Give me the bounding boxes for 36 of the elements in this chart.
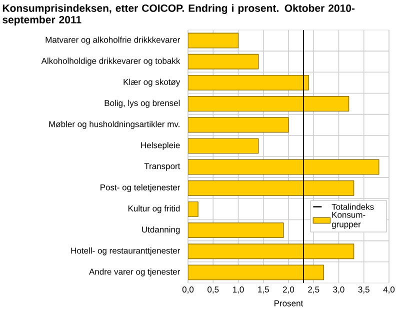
y-tick-label: Transport: [144, 163, 180, 171]
y-tick-label: Bolig, lys og brensel: [104, 100, 180, 108]
ref-line-label: Totalindeks: [332, 204, 374, 210]
bar: [188, 32, 239, 48]
bar: [188, 138, 259, 154]
x-tick-label: 3,0: [333, 286, 344, 294]
y-tick-label: Post- og teletjenester: [100, 184, 180, 192]
y-tick-label: Helsepleie: [141, 142, 180, 150]
bar: [188, 180, 354, 196]
y-tick-label: Alkoholholdige drikkevarer og tobakk: [41, 58, 180, 66]
x-tick-label: 0,0: [182, 286, 194, 294]
x-tick-label: 2,0: [283, 286, 294, 294]
bar: [188, 244, 354, 260]
x-tick-label: 4,0: [383, 286, 395, 294]
x-tick-label: 1,5: [258, 286, 269, 294]
y-tick-label: Møbler og husholdningsartikler mv.: [49, 120, 180, 129]
x-tick-label: 1,0: [232, 286, 244, 294]
x-tick-label: 2,5: [308, 286, 320, 294]
y-tick-label: Hotell- og restauranttjenester: [71, 247, 180, 256]
x-tick-label: 3,5: [358, 286, 370, 294]
chart-title: Konsumprisindeksen, etter COICOP. Endring i prosent. Oktober 2010-september 2011: [2, 4, 355, 26]
y-tick-label: Andre varer og tjenester: [89, 268, 180, 276]
bar: [188, 96, 350, 112]
bar: [188, 54, 259, 70]
bar: [188, 222, 284, 238]
bar: [188, 117, 289, 133]
bar: [188, 264, 324, 280]
y-tick-label: Klær og skotøy: [124, 78, 180, 87]
y-tick-label: Matvarer og alkoholfrie drikkkevarer: [46, 36, 180, 44]
y-tick-label: Kultur og fritid: [128, 205, 180, 214]
y-tick-label: Utdanning: [142, 226, 180, 234]
bar: [188, 159, 380, 175]
x-tick-label: 0,5: [208, 286, 219, 294]
legend-label: Konsum-grupper: [332, 212, 366, 229]
bar: [188, 74, 309, 90]
x-axis-title: Prosent: [274, 300, 304, 306]
